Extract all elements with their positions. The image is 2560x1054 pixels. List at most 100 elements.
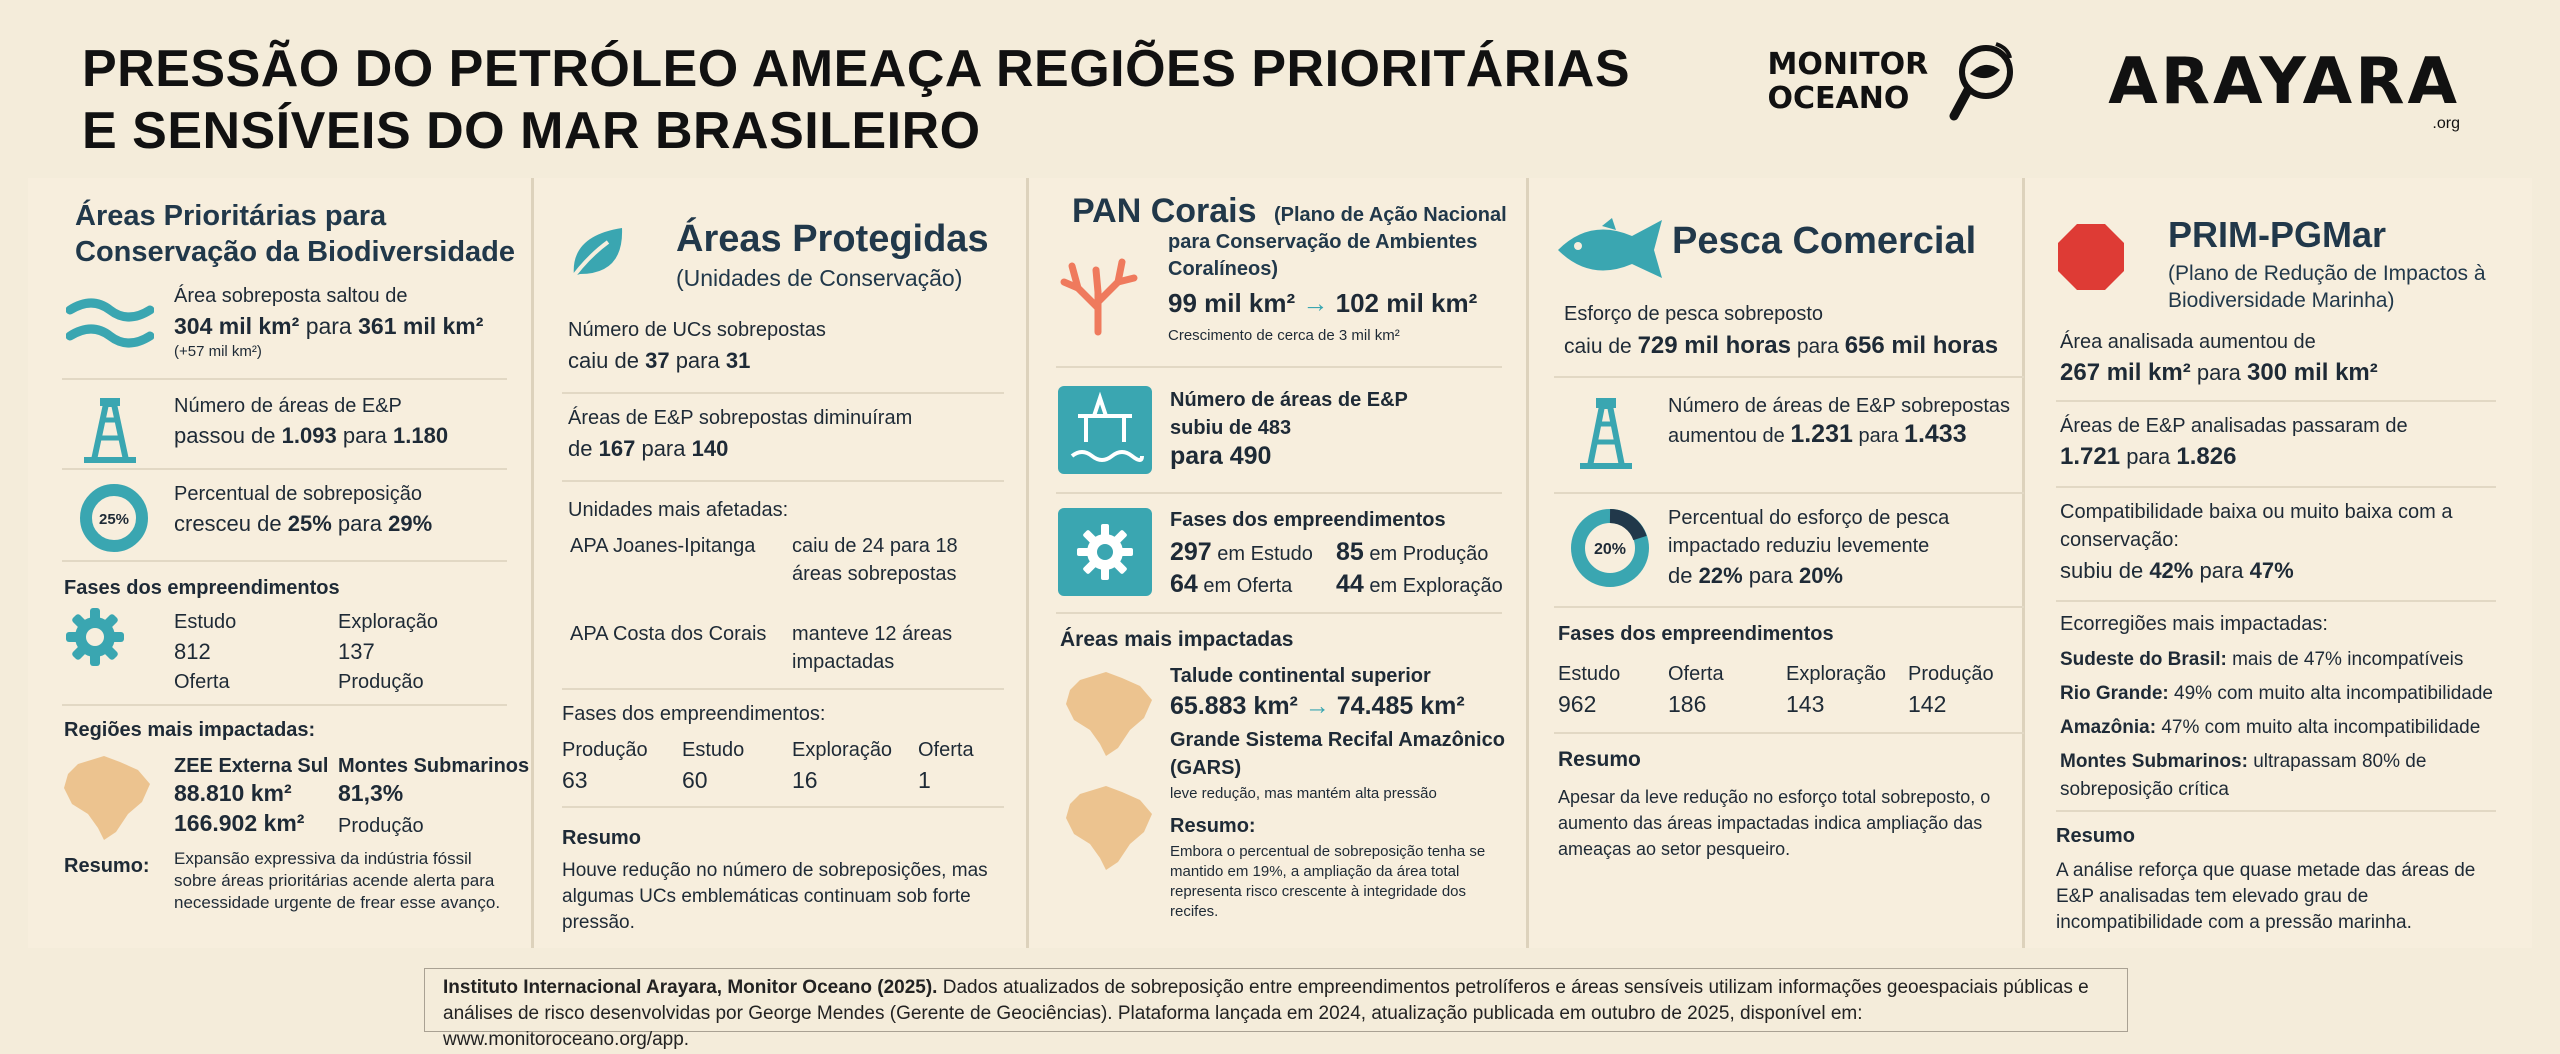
page-title: PRESSÃO DO PETRÓLEO AMEAÇA REGIÕES PRIOR… <box>82 38 1782 162</box>
monitor-oceano-logo: MONITOR OCEANO <box>1768 40 2019 124</box>
col1-phases-title: Fases dos empreendimentos <box>64 577 340 599</box>
separator <box>2056 600 2496 602</box>
title-line-2: E SENSÍVEIS DO MAR BRASILEIRO <box>82 102 981 160</box>
brazil-map-icon <box>64 756 150 840</box>
oil-rig-icon <box>84 398 136 463</box>
col5-ep-label: Áreas de E&P analisadas passaram de <box>2060 415 2408 437</box>
col2-ep-label: Áreas de E&P sobrepostas diminuíram <box>568 407 913 429</box>
column-divider <box>531 178 534 948</box>
stop-sign-icon <box>2058 224 2124 290</box>
col1-para: para <box>305 313 352 339</box>
col4-phase-3-label: Produção <box>1908 663 1994 685</box>
col2-title: Áreas Protegidas <box>676 218 989 260</box>
col5-area-to: 300 mil km² <box>2247 359 2378 386</box>
col4-pct-prefix: de <box>1668 563 1693 588</box>
magnifier-fish-icon <box>1949 42 2014 121</box>
arayara-logo-text: ARAYARA <box>2108 45 2460 119</box>
col4-donut-label: 20% <box>1594 541 1626 558</box>
col2-affected-1-desc: manteve 12 áreas impactadas <box>792 623 953 673</box>
col4-phase-0-label: Estudo <box>1558 663 1621 685</box>
col3-summary-title: Resumo: <box>1170 815 1256 837</box>
col1-summary: Expansão expressiva da indústria fóssil … <box>174 849 501 912</box>
col1-title: Áreas Prioritárias para Conservação da B… <box>75 200 515 268</box>
source-footer: Instituto Internacional Arayara, Monitor… <box>424 968 2128 1050</box>
col4-effort-prefix: caiu de <box>1564 335 1632 358</box>
col3-phase-1-label: em Produção <box>1369 543 1489 565</box>
separator <box>1554 492 2024 494</box>
col5-compat-prefix: subiu de <box>2060 558 2144 583</box>
col1-pct-para: para <box>337 511 382 536</box>
col1-pct-from: 25% <box>287 511 332 536</box>
col1-area-label: Área sobreposta saltou de <box>174 285 408 307</box>
column-divider <box>2022 178 2025 948</box>
col5-compat-from: 42% <box>2149 558 2194 583</box>
col3-gars-title: Grande Sistema Recifal Amazônico (GARS) <box>1170 729 1505 779</box>
brazil-map-icon <box>1066 672 1152 756</box>
separator <box>1056 492 1502 494</box>
col5-summary-title: Resumo <box>2056 825 2135 847</box>
col5-ep-para: para <box>2126 444 2171 469</box>
separator <box>62 560 507 562</box>
col2-phase-3-value: 1 <box>918 767 931 793</box>
col4-pct-to: 20% <box>1798 563 1843 588</box>
arayara-logo-suffix: .org <box>2432 115 2460 132</box>
waves-icon <box>66 298 154 348</box>
col4-summary-title: Resumo <box>1558 748 1641 771</box>
col1-pct-prefix: cresceu de <box>174 511 282 536</box>
monitor-logo-line1: MONITOR <box>1767 47 1929 82</box>
col5-area-from: 267 mil km² <box>2060 359 2191 386</box>
col3-phases-title: Fases dos empreendimentos <box>1170 509 1446 531</box>
col2-affected-0-name: APA Joanes-Ipitanga <box>570 535 756 557</box>
col4-effort-to: 656 mil horas <box>1844 332 1999 359</box>
col5-area-para: para <box>2196 360 2241 385</box>
col1-summary-label: Resumo: <box>64 855 150 877</box>
col2-phases-title: Fases dos empreendimentos: <box>562 703 826 725</box>
col5-compat-to: 47% <box>2249 558 2294 583</box>
col5-area-label: Área analisada aumentou de <box>2060 331 2316 353</box>
col4-effort-label: Esforço de pesca sobreposto <box>1564 303 1824 325</box>
col3-phase-1-value: 85 <box>1336 538 1364 566</box>
col3-talude-to: 74.485 km² <box>1336 692 1465 720</box>
col3-phase-2-label: em Oferta <box>1203 575 1293 597</box>
col3-phase-3-value: 44 <box>1336 570 1364 598</box>
col3-phase-0-value: 297 <box>1170 538 1212 566</box>
col1-area-from: 304 mil km² <box>174 313 300 339</box>
col2-affected-0-desc: caiu de 24 para 18 áreas sobrepostas <box>792 535 958 585</box>
col3-talude-title: Talude continental superior <box>1170 665 1431 687</box>
col1-pct-label: Percentual de sobreposição <box>174 483 422 505</box>
col1-ep-prefix: passou de <box>174 423 276 448</box>
col3-impacted-title: Áreas mais impactadas <box>1060 628 1294 651</box>
col2-ucs-to: 31 <box>725 348 751 373</box>
logos: MONITOR OCEANO ARAYARA .org <box>1768 40 2460 132</box>
col5-eco-0-desc: mais de 47% incompatíveis <box>2232 649 2464 670</box>
col3-title: PAN Corais <box>1072 192 1257 230</box>
col1-phase-3-label: Produção <box>338 671 424 693</box>
separator <box>2056 486 2496 488</box>
col1-region-0-v2: 166.902 km² <box>174 810 305 836</box>
col5-eco-3-desc: ultrapassam 80% de sobreposição crítica <box>2060 751 2427 800</box>
col3-gars-note: leve redução, mas mantém alta pressão <box>1170 785 1437 802</box>
arrow-right-icon: → <box>1304 692 1330 720</box>
col5-ep-to: 1.826 <box>2176 443 2237 470</box>
col2-phase-2-label: Exploração <box>792 739 893 761</box>
separator <box>1554 606 2024 608</box>
col4-phases-title: Fases dos empreendimentos <box>1558 623 1834 645</box>
col1-ep-para: para <box>342 423 387 448</box>
col3-ep-to: para 490 <box>1170 442 1272 470</box>
separator <box>62 468 507 470</box>
oil-rig-icon <box>1580 398 1632 469</box>
oil-platform-icon <box>1058 386 1152 474</box>
col1-region-1-name: Montes Submarinos <box>338 755 530 777</box>
separator <box>2056 810 2496 812</box>
col3-subtitle: (Plano de Ação Nacional para Conservação… <box>1168 204 1507 280</box>
footer-source-text: Dados atualizados de sobreposição entre … <box>443 977 2089 1050</box>
separator <box>1554 376 2024 378</box>
col4-pct-label: Percentual do esforço de pesca impactado… <box>1668 507 1950 557</box>
brazil-map-icon <box>1066 786 1152 870</box>
col3-phase-3-label: em Exploração <box>1369 575 1503 597</box>
col5-eco-title: Ecorregiões mais impactadas: <box>2060 613 2328 635</box>
col4-effort-para: para <box>1796 335 1839 358</box>
col2-ep-para: para <box>641 436 686 461</box>
fish-icon <box>1558 218 1662 278</box>
separator <box>562 392 1004 394</box>
